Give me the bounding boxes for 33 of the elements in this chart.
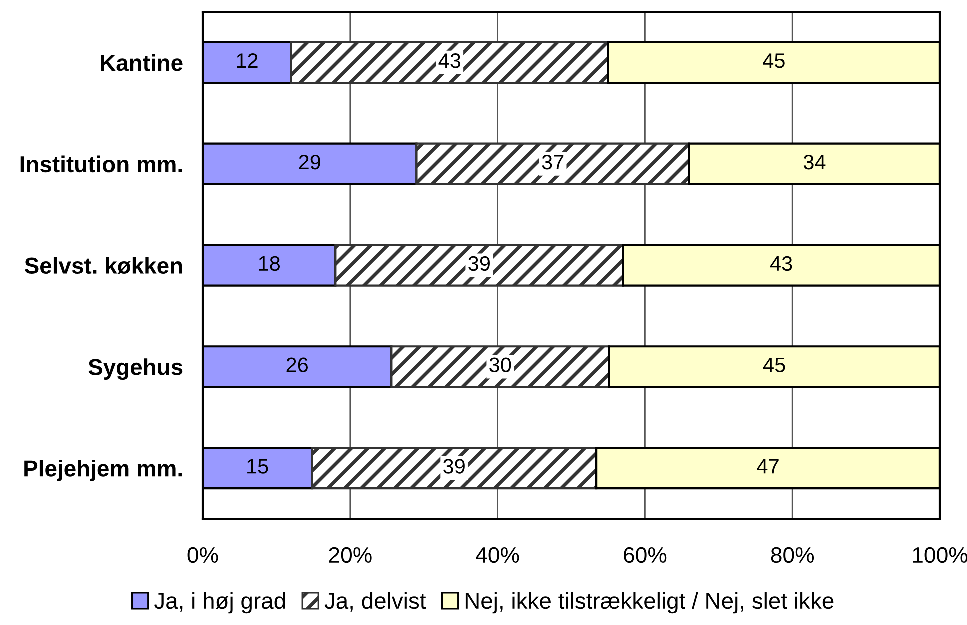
bar xyxy=(390,346,610,388)
legend-label: Ja, delvist xyxy=(324,592,426,612)
y-tick-label: Kantine xyxy=(101,54,183,72)
data-label: 39 xyxy=(468,256,490,272)
x-tick-label: 0% xyxy=(188,547,218,564)
x-tick-label: 80% xyxy=(771,547,814,564)
data-label: 18 xyxy=(259,256,280,272)
bar xyxy=(416,142,690,186)
data-label: 15 xyxy=(248,459,268,474)
data-label: 12 xyxy=(237,54,258,68)
data-label: 43 xyxy=(438,54,461,68)
bar xyxy=(334,244,624,287)
y-tick-label: Selvst. køkken xyxy=(24,257,182,274)
x-tick-label: 40% xyxy=(476,547,520,564)
legend-label: Nej, ikke tilstrækkeligt / Nej, slet ikke xyxy=(466,592,834,614)
bar xyxy=(311,446,598,490)
x-tick-label: 60% xyxy=(624,547,667,564)
y-tick-label: Plejehjem mm. xyxy=(24,460,182,482)
data-label: 26 xyxy=(286,358,308,372)
data-label: 34 xyxy=(804,154,826,170)
x-tick-label: 20% xyxy=(329,547,372,564)
data-label: 43 xyxy=(770,256,792,272)
y-tick-label: Sygehus xyxy=(88,358,183,380)
data-label: 47 xyxy=(757,459,779,474)
legend-label: Ja, i høj grad xyxy=(154,592,286,614)
data-label: 45 xyxy=(763,54,785,68)
data-label: 30 xyxy=(490,358,512,372)
data-label: 39 xyxy=(444,459,465,474)
data-label: 29 xyxy=(299,154,320,170)
y-tick-label: Institution mm. xyxy=(20,156,182,173)
data-label: 37 xyxy=(542,154,564,170)
bar xyxy=(290,41,610,84)
data-label: 45 xyxy=(763,358,786,372)
